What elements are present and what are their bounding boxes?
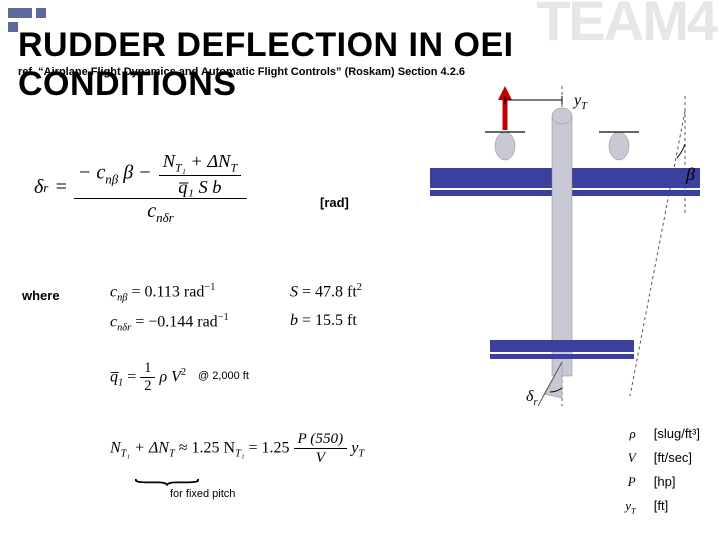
eq-q1: q̅1 = 12 ρ V2 [110, 360, 186, 396]
where-label: where [22, 288, 60, 303]
eq-cndr: cnδr = −0.144 rad−1 [110, 312, 229, 334]
label-beta: β [686, 164, 695, 185]
fixed-pitch-label: for fixed pitch [170, 488, 235, 500]
legend-row: V[ft/sec] [614, 450, 700, 466]
legend-row: yT[ft] [614, 498, 700, 516]
brace-icon: } [125, 477, 216, 488]
legend: ρ[slug/ft³] V[ft/sec] P[hp] yT[ft] [614, 426, 700, 524]
eq-S: S = 47.8 ft2 [290, 282, 362, 301]
legend-row: P[hp] [614, 474, 700, 490]
equation-main: δr = − cnβ β − NT₁ + ΔNT q̅₁ S b cnδr [34, 150, 247, 226]
eq-b: b = 15.5 ft [290, 312, 357, 330]
unit-rad: [rad] [320, 195, 349, 210]
label-yT: yT [574, 92, 587, 112]
aircraft-diagram: yT β δr [430, 86, 700, 406]
eq-cnb: cnβ = 0.113 rad−1 [110, 282, 215, 304]
legend-row: ρ[slug/ft³] [614, 426, 700, 442]
at-altitude: @ 2,000 ft [198, 370, 249, 382]
reference-text: ref. “Airplane Flight Dynamics and Autom… [18, 66, 465, 78]
eq-NT: NT₁ + ΔNT ≈ 1.25 NT₁ = 1.25 P (550)V yT [110, 430, 364, 467]
diagram-svg [430, 86, 700, 406]
label-delta-r: δr [526, 388, 537, 408]
